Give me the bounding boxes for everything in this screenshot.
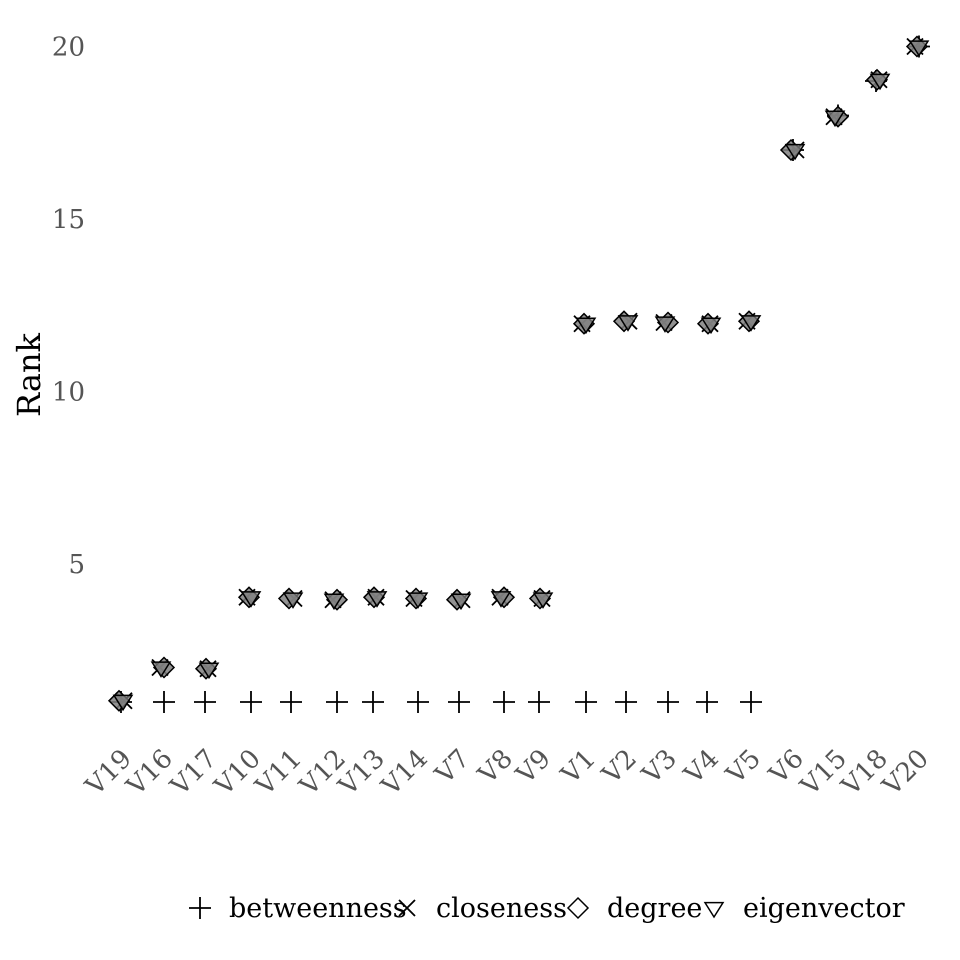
point-betweenness-V13 bbox=[362, 691, 384, 713]
legend-plus-icon bbox=[189, 897, 211, 919]
x-tick-label: V9 bbox=[510, 744, 557, 791]
point-eigenvector-V11 bbox=[282, 592, 304, 609]
x-tick-label: V3 bbox=[636, 744, 683, 791]
x-tick-label: V16 bbox=[120, 744, 179, 803]
legend-label: eigenvector bbox=[743, 893, 905, 924]
point-betweenness-V9 bbox=[528, 691, 550, 713]
legend-item-degree: degree bbox=[566, 893, 702, 924]
point-eigenvector-V1 bbox=[575, 317, 597, 335]
legend-cross-icon bbox=[398, 899, 416, 917]
y-axis-ticks: 5 10 15 20 bbox=[52, 33, 85, 581]
point-eigenvector-V12 bbox=[323, 593, 345, 611]
x-tick-label: V5 bbox=[720, 744, 767, 791]
point-eigenvector-V7 bbox=[450, 593, 472, 611]
point-eigenvector-V5 bbox=[740, 315, 762, 332]
point-betweenness-V4 bbox=[696, 691, 718, 713]
x-tick-label: V20 bbox=[876, 744, 935, 803]
legend-label: degree bbox=[607, 893, 702, 924]
legend-item-eigenvector: eigenvector bbox=[703, 893, 905, 924]
legend-diamond-icon bbox=[566, 896, 590, 920]
y-axis-title: Rank bbox=[10, 332, 48, 417]
point-eigenvector-V3 bbox=[654, 316, 676, 333]
x-tick-label: V11 bbox=[249, 744, 308, 803]
x-tick-label: V4 bbox=[678, 744, 725, 791]
point-eigenvector-V15 bbox=[824, 110, 846, 128]
point-eigenvector-V8 bbox=[490, 591, 512, 608]
point-betweenness-V7 bbox=[448, 691, 470, 713]
y-tick-label: 20 bbox=[52, 33, 85, 63]
point-betweenness-V10 bbox=[240, 691, 262, 713]
point-eigenvector-V2 bbox=[617, 315, 639, 332]
data-points bbox=[107, 35, 930, 713]
legend-item-closeness: closeness bbox=[398, 893, 567, 924]
point-eigenvector-V20 bbox=[908, 40, 930, 57]
y-tick-label: 15 bbox=[52, 205, 85, 235]
x-tick-label: V7 bbox=[429, 744, 476, 791]
point-eigenvector-V13 bbox=[366, 591, 388, 608]
point-betweenness-V1 bbox=[575, 691, 597, 713]
point-betweenness-V12 bbox=[326, 691, 348, 713]
legend-item-betweenness: betweenness bbox=[189, 893, 407, 924]
point-eigenvector-V14 bbox=[407, 592, 429, 609]
point-betweenness-V17 bbox=[194, 691, 216, 713]
point-betweenness-V5 bbox=[740, 691, 762, 713]
point-eigenvector-V4 bbox=[700, 317, 722, 335]
y-tick-label: 10 bbox=[52, 378, 85, 408]
y-tick-label: 5 bbox=[68, 550, 85, 580]
x-axis-ticks: V19V16V17V10V11V12V13V14V7V8V9V1V2V3V4V5… bbox=[79, 744, 935, 803]
point-eigenvector-V17 bbox=[198, 662, 220, 680]
point-eigenvector-V10 bbox=[240, 591, 262, 608]
legend-triangle-icon bbox=[703, 901, 725, 919]
x-tick-label: V17 bbox=[164, 744, 223, 803]
point-eigenvector-V6 bbox=[784, 143, 806, 161]
point-betweenness-V2 bbox=[615, 691, 637, 713]
point-betweenness-V14 bbox=[407, 691, 429, 713]
legend-label: betweenness bbox=[229, 893, 407, 924]
point-eigenvector-V16 bbox=[150, 661, 172, 678]
point-eigenvector-V9 bbox=[532, 592, 554, 609]
point-eigenvector-V19 bbox=[112, 694, 134, 712]
x-tick-label: V2 bbox=[596, 744, 643, 791]
point-betweenness-V3 bbox=[657, 691, 679, 713]
legend: betweenness closeness degree eigenvector bbox=[189, 893, 905, 924]
point-betweenness-V8 bbox=[493, 691, 515, 713]
x-tick-label: V1 bbox=[555, 744, 602, 791]
x-tick-label: V14 bbox=[375, 744, 434, 803]
legend-label: closeness bbox=[436, 893, 567, 924]
point-betweenness-V16 bbox=[153, 691, 175, 713]
point-eigenvector-V18 bbox=[869, 73, 891, 91]
point-betweenness-V11 bbox=[280, 691, 302, 713]
